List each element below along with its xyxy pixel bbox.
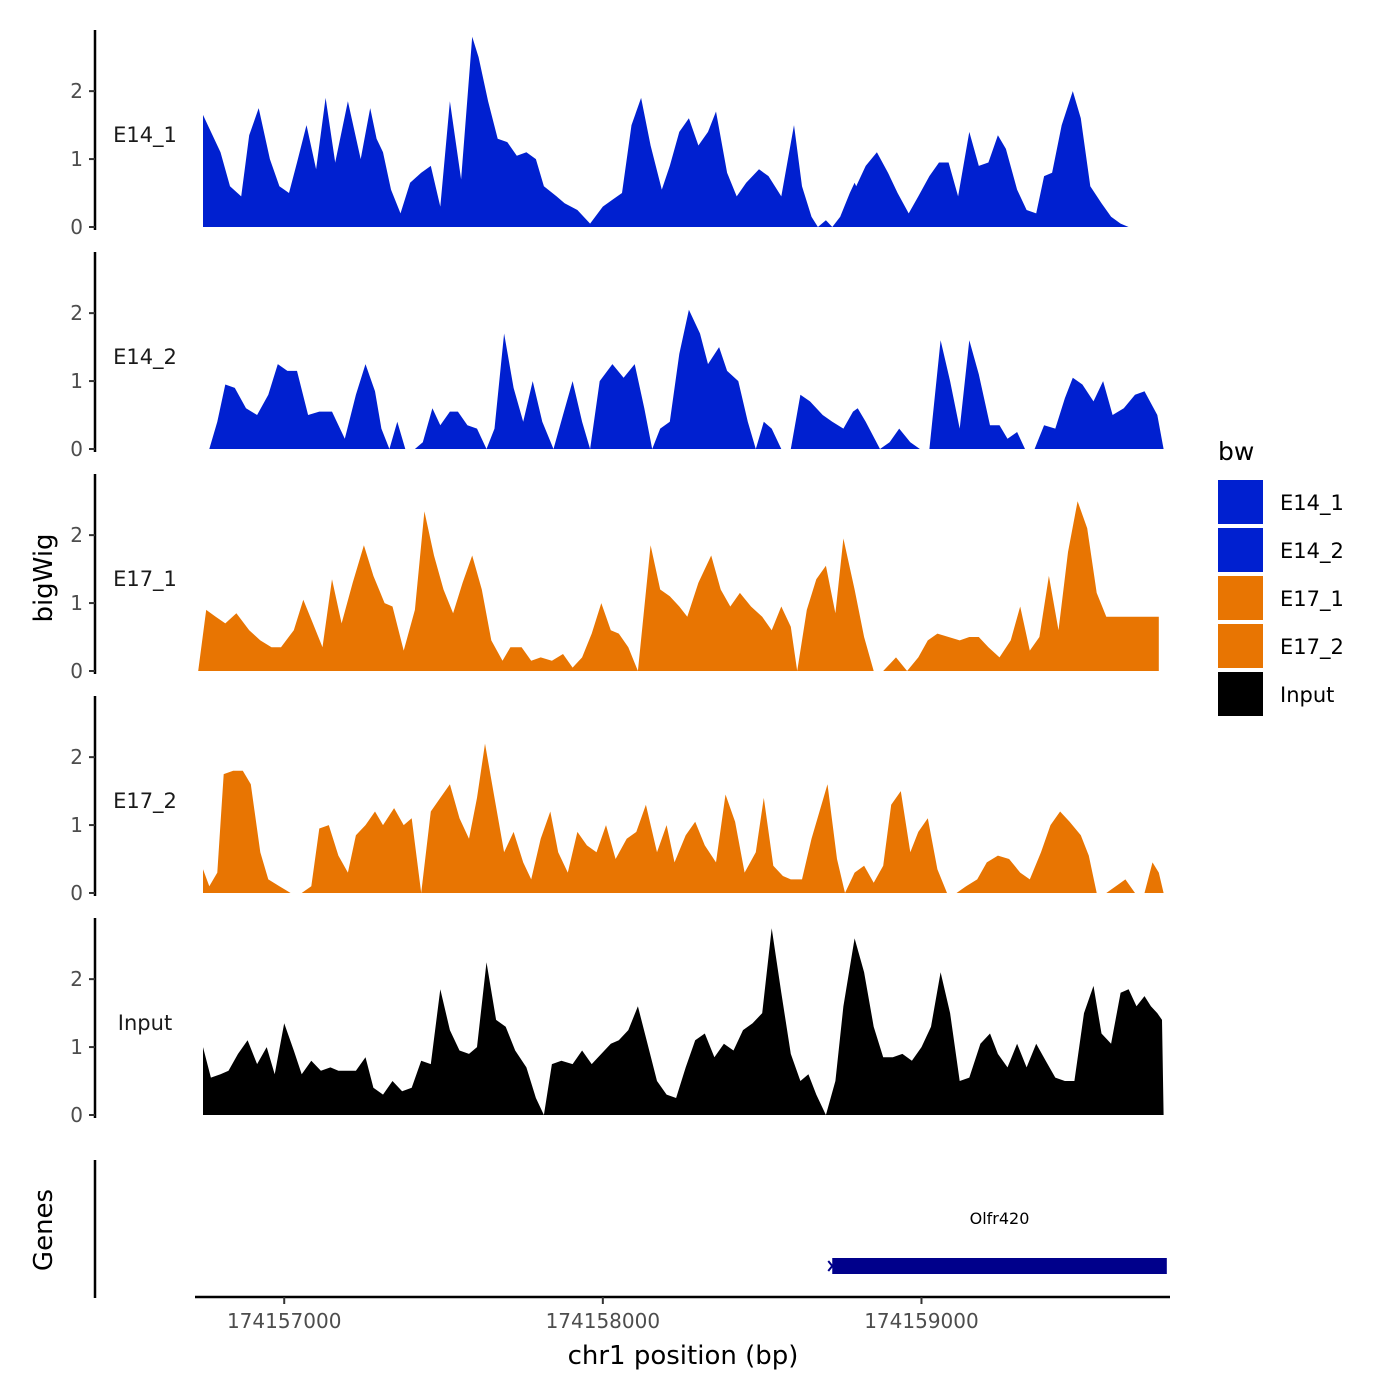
legend-swatch-E17_1: [1218, 576, 1263, 620]
coverage-area-E14_1: [203, 36, 1159, 227]
x-tick-label: 174158000: [546, 1309, 661, 1333]
legend-label-E14_2: E14_2: [1280, 539, 1344, 564]
track-E14_1: 0 1 2 E14_1: [70, 30, 1159, 239]
y-tick-label: 2: [70, 523, 83, 547]
legend-swatch-E14_1: [1218, 480, 1263, 524]
gene-strand-marker: [827, 1260, 838, 1272]
legend-label-E14_1: E14_1: [1280, 491, 1344, 516]
y-tick-label: 0: [70, 1103, 83, 1127]
legend-label-E17_1: E17_1: [1280, 587, 1344, 612]
y-tick-label: 2: [70, 301, 83, 325]
track-Input: 0 1 2 Input: [70, 918, 1164, 1127]
coverage-area-E17_2: [203, 743, 1164, 893]
y-tick-label: 2: [70, 967, 83, 991]
y-tick-label: 1: [70, 147, 83, 171]
track-label-E14_1: E14_1: [113, 123, 177, 148]
legend-swatch-Input: [1218, 672, 1263, 716]
tracks-layer: 0 1 2 E14_1 0 1 2 E14_2 0 1 2 E17_1 0 1 2 E17_2 0 1 2 Input: [70, 30, 1164, 1127]
y-tick-label: 2: [70, 745, 83, 769]
y-tick-label: 1: [70, 369, 83, 393]
y-tick-label: 0: [70, 659, 83, 683]
y-tick-label: 1: [70, 1035, 83, 1059]
genes-panel-title: Genes: [29, 1189, 59, 1271]
track-E17_2: 0 1 2 E17_2: [70, 696, 1164, 905]
y-axis-title: bigWig: [29, 533, 59, 622]
y-tick-label: 1: [70, 591, 83, 615]
legend: bw E14_1 E14_2 E17_1 E17_2 Input: [1218, 437, 1344, 716]
gene-body-Olfr420: [832, 1258, 1167, 1274]
track-label-E17_2: E17_2: [113, 789, 177, 814]
track-label-E17_1: E17_1: [113, 567, 177, 592]
track-label-Input: Input: [118, 1011, 172, 1035]
legend-title: bw: [1218, 437, 1254, 466]
gene-panel: Olfr420: [93, 1160, 1167, 1298]
coverage-area-E14_2: [209, 309, 1164, 449]
track-E17_1: 0 1 2 E17_1: [70, 474, 1159, 683]
x-axis: 174157000 174158000 174159000: [195, 1295, 1170, 1333]
track-E14_2: 0 1 2 E14_2: [70, 252, 1164, 461]
coverage-area-E17_1: [198, 501, 1159, 671]
y-tick-label: 0: [70, 881, 83, 905]
x-tick-label: 174157000: [227, 1309, 342, 1333]
legend-swatch-E14_2: [1218, 528, 1263, 572]
legend-swatch-E17_2: [1218, 624, 1263, 668]
y-tick-label: 2: [70, 79, 83, 103]
y-tick-label: 0: [70, 437, 83, 461]
legend-label-Input: Input: [1280, 683, 1334, 707]
y-tick-label: 0: [70, 215, 83, 239]
gene-label-Olfr420: Olfr420: [970, 1209, 1030, 1228]
x-axis-title: chr1 position (bp): [568, 1341, 799, 1371]
y-tick-label: 1: [70, 813, 83, 837]
coverage-area-Input: [203, 928, 1164, 1115]
legend-label-E17_2: E17_2: [1280, 635, 1344, 660]
track-label-E14_2: E14_2: [113, 345, 177, 370]
x-tick-label: 174159000: [864, 1309, 979, 1333]
